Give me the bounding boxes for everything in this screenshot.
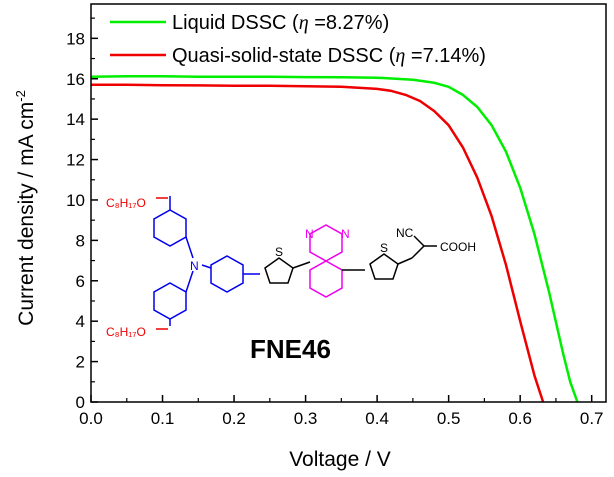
y-tick-label: 10 — [66, 191, 85, 210]
legend-label-quasi: Quasi-solid-state DSSC (η =7.14%) — [172, 45, 486, 67]
quinoxaline-n-top-label: N — [305, 227, 314, 241]
axis-ticks: 0.0 0.1 0.2 0.3 0.4 0.5 0.6 0.7 0 2 4 6 8 10 12 14 16 18 — [66, 17, 604, 428]
y-tick-label: 8 — [76, 231, 85, 250]
phenyl-ring-right — [210, 255, 244, 293]
bond-to-nitrile — [413, 235, 425, 247]
bond-bottom-ring-to-n — [185, 270, 194, 293]
plot-frame — [90, 3, 607, 403]
quinoxaline-ring-b — [309, 260, 343, 298]
thiophene-ring-2 — [369, 253, 399, 280]
molecule-structure: N C₈H₁₇O C₈H₁₇O S N N S NC COOH — [106, 196, 476, 339]
x-tick-label: 0.6 — [508, 409, 532, 428]
legend-label-liquid: Liquid DSSC (η =8.27%) — [172, 12, 389, 34]
x-tick-label: 0.5 — [437, 409, 461, 428]
y-tick-label: 18 — [66, 29, 85, 48]
alkyl-chain-bottom-label: C₈H₁₇O — [106, 325, 146, 339]
x-tick-label: 0.4 — [365, 409, 389, 428]
carboxylic-acid-label: COOH — [440, 240, 476, 254]
quinoxaline-ring-a — [309, 224, 343, 262]
acceptor-group — [309, 224, 343, 298]
sulfur-1-label: S — [275, 245, 283, 259]
amine-n-label: N — [190, 259, 199, 273]
x-tick-label: 0.1 — [151, 409, 175, 428]
sulfur-2-label: S — [380, 241, 388, 255]
y-axis-title-text: Current density / mA cm — [15, 102, 38, 326]
y-axis-title-exponent: -2 — [13, 90, 28, 102]
x-tick-label: 0.0 — [79, 409, 103, 428]
alkyl-chain-top-label: C₈H₁₇O — [106, 196, 146, 210]
bond-top-ring-to-n — [185, 236, 194, 259]
bond-vinyl — [411, 245, 425, 259]
bond-thiophene2-to-vinyl — [397, 257, 413, 265]
y-tick-label: 12 — [66, 151, 85, 170]
x-tick-label: 0.2 — [222, 409, 246, 428]
series-line-1 — [91, 83, 545, 403]
phenyl-ring-top — [153, 209, 187, 247]
x-axis-title: Voltage / V — [289, 448, 391, 471]
legend-quasi-eta: η — [395, 45, 405, 67]
y-tick-label: 4 — [76, 312, 85, 331]
y-tick-label: 6 — [76, 272, 85, 291]
x-tick-label: 0.3 — [294, 409, 318, 428]
legend-quasi-suffix: =7.14%) — [405, 45, 486, 67]
legend: Liquid DSSC (η =8.27%) Quasi-solid-state… — [110, 12, 486, 67]
series-layer — [90, 75, 579, 403]
y-tick-label: 2 — [76, 353, 85, 372]
legend-quasi-prefix: Quasi-solid-state DSSC ( — [172, 45, 396, 67]
series-line-0 — [90, 75, 579, 403]
y-axis-title: Current density / mA cm-2 — [13, 90, 38, 326]
y-tick-label: 14 — [66, 110, 85, 129]
legend-liquid-suffix: =8.27%) — [309, 12, 390, 34]
thiophene-1 — [264, 257, 311, 284]
y-tick-label: 16 — [66, 70, 85, 89]
thiophene-2 — [342, 235, 437, 280]
bond-n-to-right-ring — [201, 264, 212, 269]
phenyl-ring-bottom — [153, 282, 187, 320]
legend-liquid-prefix: Liquid DSSC ( — [172, 12, 299, 34]
donor-group — [153, 196, 260, 326]
bond-thiophene1-to-acceptor — [292, 261, 311, 269]
thiophene-ring-1 — [264, 257, 294, 284]
y-tick-label: 0 — [76, 393, 85, 412]
x-tick-label: 0.7 — [580, 409, 604, 428]
quinoxaline-n-bottom-label: N — [341, 227, 350, 241]
nitrile-label: NC — [396, 226, 414, 240]
compound-name: FNE46 — [250, 334, 331, 364]
legend-liquid-eta: η — [299, 12, 309, 34]
